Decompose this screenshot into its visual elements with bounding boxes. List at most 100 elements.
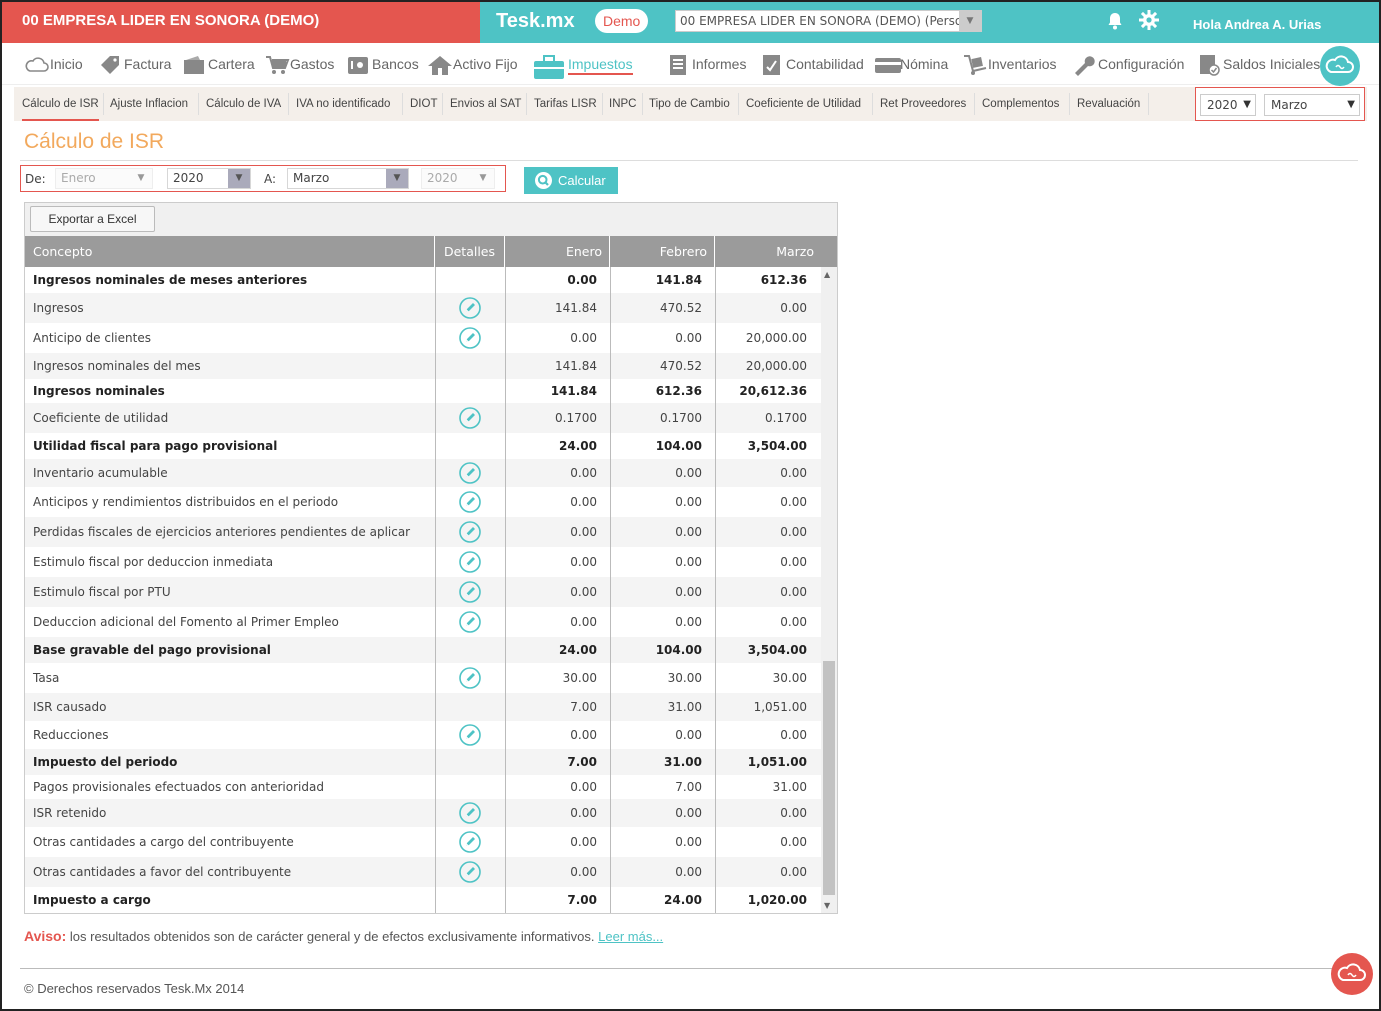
tab-diot[interactable]: DIOT: [410, 98, 438, 110]
concept-cell: Coeficiente de utilidad: [33, 411, 169, 425]
nav-contabilidad[interactable]: Contabilidad: [760, 51, 864, 79]
grid-toolbar: Exportar a Excel: [25, 203, 837, 236]
value-cell: 141.84: [555, 359, 597, 373]
edit-pencil-icon[interactable]: [459, 327, 481, 349]
year-select[interactable]: 2020 ▼: [1200, 94, 1256, 116]
tab-divider: [288, 93, 289, 115]
gear-icon[interactable]: [1138, 9, 1160, 36]
tab-calculo-iva[interactable]: Cálculo de IVA: [206, 98, 282, 110]
value-cell: 470.52: [660, 301, 702, 315]
nav-factura[interactable]: Factura: [98, 51, 171, 79]
value-cell: 20,612.36: [739, 384, 807, 398]
read-more-link[interactable]: Leer más...: [598, 929, 664, 944]
edit-pencil-icon[interactable]: [459, 407, 481, 429]
edit-pencil-icon[interactable]: [459, 581, 481, 603]
disclaimer-text: los resultados obtenidos son de carácter…: [66, 929, 599, 944]
nav-inventarios[interactable]: Inventarios: [962, 51, 1056, 79]
calculate-button[interactable]: Calcular: [524, 167, 618, 194]
tab-revaluacion[interactable]: Revaluación: [1077, 98, 1141, 110]
header-enero[interactable]: Enero: [505, 236, 610, 267]
to-month-select[interactable]: Marzo ▼: [287, 168, 409, 189]
cloud-chat-button[interactable]: [1331, 953, 1373, 995]
bell-icon[interactable]: [1105, 11, 1125, 31]
value-cell: 0.00: [780, 728, 807, 742]
nav-cartera[interactable]: Cartera: [182, 51, 255, 79]
value-cell: 0.00: [570, 806, 597, 820]
value-cell: 30.00: [772, 671, 807, 685]
company-select[interactable]: 00 EMPRESA LIDER EN SONORA (DEMO) (Perso…: [675, 10, 982, 32]
edit-pencil-icon[interactable]: [459, 297, 481, 319]
cloud-help-button[interactable]: [1320, 46, 1360, 86]
value-cell: 0.1700: [660, 411, 702, 425]
nav-informes[interactable]: Informes: [666, 51, 746, 79]
scroll-up-icon[interactable]: ▲: [824, 270, 831, 279]
value-cell: 0.00: [780, 806, 807, 820]
cart-icon: [264, 54, 290, 76]
tab-inpc[interactable]: INPC: [609, 98, 637, 110]
grid-scrollbar[interactable]: ▲ ▼: [821, 267, 837, 913]
nav-bancos[interactable]: Bancos: [346, 51, 419, 79]
value-cell: 104.00: [655, 439, 702, 453]
value-cell: 0.00: [675, 806, 702, 820]
tag-icon: [98, 54, 122, 76]
edit-pencil-icon[interactable]: [459, 611, 481, 633]
chevron-down-icon: ▼: [137, 173, 145, 183]
nav-saldos-iniciales[interactable]: Saldos Iniciales: [1197, 51, 1320, 79]
header-detalles[interactable]: Detalles: [435, 236, 505, 267]
value-cell: 24.00: [559, 643, 597, 657]
tab-ajuste-inflacion[interactable]: Ajuste Inflacion: [110, 98, 188, 110]
edit-pencil-icon[interactable]: [459, 861, 481, 883]
brand-bar: Tesk.mx Demo 00 EMPRESA LIDER EN SONORA …: [480, 0, 1381, 43]
month-select[interactable]: Marzo ▼: [1264, 94, 1360, 116]
user-greeting[interactable]: Hola Andrea A. Urias: [1193, 17, 1322, 32]
tab-complementos[interactable]: Complementos: [982, 98, 1060, 110]
table-row: Impuesto a cargo 7.00 24.00 1,020.00: [25, 887, 821, 913]
nav-impuestos[interactable]: Impuestos: [532, 51, 633, 80]
edit-pencil-icon[interactable]: [459, 667, 481, 689]
nav-activo-fijo[interactable]: Activo Fijo: [427, 51, 518, 79]
nav-nomina[interactable]: Nómina: [874, 51, 948, 79]
dolly-icon: [962, 54, 987, 76]
tab-tarifas-lisr[interactable]: Tarifas LISR: [534, 98, 597, 110]
tab-iva-no-identificado[interactable]: IVA no identificado: [296, 98, 391, 110]
export-excel-button[interactable]: Exportar a Excel: [30, 206, 155, 232]
edit-pencil-icon[interactable]: [459, 491, 481, 513]
table-row: Anticipos y rendimientos distribuidos en…: [25, 487, 821, 517]
value-cell: 24.00: [559, 439, 597, 453]
brand-logo[interactable]: Tesk.mx: [496, 10, 575, 32]
nav-impuestos-label: Impuestos: [568, 56, 633, 75]
nav-configuracion[interactable]: Configuración: [1072, 51, 1184, 79]
header-febrero[interactable]: Febrero: [610, 236, 715, 267]
from-year-select[interactable]: 2020 ▼: [167, 168, 251, 189]
edit-pencil-icon[interactable]: [459, 521, 481, 543]
edit-pencil-icon[interactable]: [459, 724, 481, 746]
chevron-down-icon[interactable]: ▼: [959, 11, 981, 31]
scrollbar-thumb[interactable]: [823, 661, 835, 895]
tab-divider: [974, 93, 975, 115]
edit-pencil-icon[interactable]: [459, 802, 481, 824]
nav-inicio[interactable]: Inicio: [24, 51, 83, 79]
tab-envios-sat[interactable]: Envios al SAT: [450, 98, 522, 110]
scroll-down-icon[interactable]: ▼: [824, 901, 831, 910]
edit-pencil-icon[interactable]: [459, 551, 481, 573]
edit-pencil-icon[interactable]: [459, 831, 481, 853]
table-row: Tasa 30.00 30.00 30.00: [25, 663, 821, 693]
from-month-select[interactable]: Enero ▼: [55, 168, 153, 189]
header-concepto[interactable]: Concepto: [25, 236, 435, 267]
column-divider: [505, 267, 506, 913]
value-cell: 0.00: [570, 525, 597, 539]
tab-coeficiente-utilidad[interactable]: Coeficiente de Utilidad: [746, 98, 862, 110]
tab-tipo-cambio[interactable]: Tipo de Cambio: [649, 98, 730, 110]
header-marzo[interactable]: Marzo: [776, 244, 814, 259]
concept-cell: Perdidas fiscales de ejercicios anterior…: [33, 525, 411, 539]
tab-calculo-isr[interactable]: Cálculo de ISR: [22, 87, 99, 121]
to-year-select[interactable]: 2020 ▼: [421, 168, 495, 189]
to-year-value: 2020: [427, 171, 458, 185]
edit-pencil-icon[interactable]: [459, 462, 481, 484]
nav-gastos[interactable]: Gastos: [264, 51, 334, 79]
from-label: De:: [25, 172, 46, 186]
tab-divider: [442, 93, 443, 115]
concept-cell: ISR causado: [33, 700, 107, 714]
table-row: Ingresos nominales 141.84 612.36 20,612.36: [25, 379, 821, 403]
tab-ret-proveedores[interactable]: Ret Proveedores: [880, 98, 967, 110]
